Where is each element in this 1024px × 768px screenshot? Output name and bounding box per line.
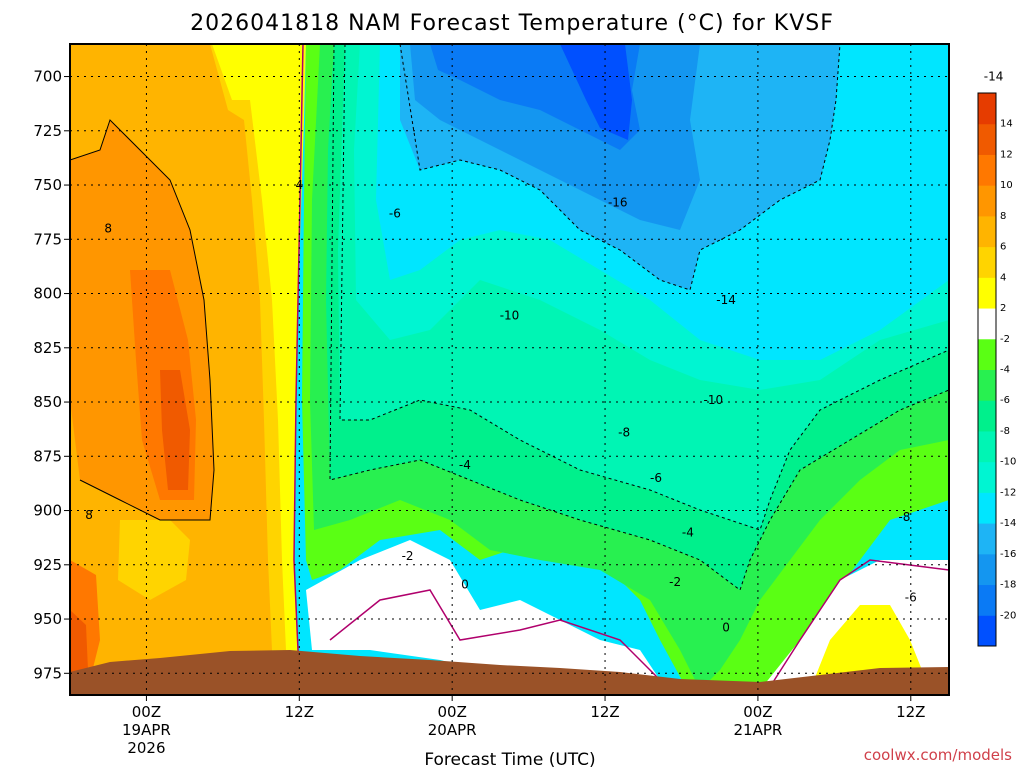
colorbar-swatch-11	[978, 277, 996, 309]
pressure-tick-750: 750	[33, 176, 62, 194]
colorbar-swatch-15	[978, 154, 996, 186]
contour-label-1: 4	[295, 178, 303, 192]
time-tick-label-0-1: 19APR	[122, 721, 171, 739]
colorbar-label-13: 8	[1000, 211, 1006, 222]
colorbar-label-1: -18	[1000, 580, 1016, 591]
contour-label-14: -2	[402, 549, 414, 563]
contour-label-2: -6	[389, 206, 401, 220]
contour-label-3: -16	[608, 195, 628, 209]
time-tick-label-48-1: 21APR	[733, 721, 782, 739]
colorbar-swatch-3	[978, 523, 996, 555]
colorbar-swatch-17	[978, 93, 996, 125]
region-warm-12-14	[160, 370, 190, 490]
time-tick-label-0-0: 00Z	[132, 703, 161, 721]
pressure-tick-800: 800	[33, 285, 62, 303]
colorbar-label-14: 10	[1000, 180, 1013, 191]
time-tick-label-48-0: 00Z	[743, 703, 772, 721]
contour-label-13: -4	[682, 525, 694, 539]
colorbar-label-10: 2	[1000, 303, 1006, 314]
plot-frame	[69, 43, 950, 696]
colorbar-label-9: -2	[1000, 334, 1010, 345]
pressure-tick-875: 875	[33, 447, 62, 465]
pressure-tick-775: 775	[33, 230, 62, 248]
contour-label-0: -14	[984, 70, 1004, 84]
pressure-tick-975: 975	[33, 664, 62, 682]
colorbar-label-3: -14	[1000, 518, 1016, 529]
colorbar-label-2: -16	[1000, 549, 1016, 560]
colorbar-swatch-16	[978, 123, 996, 155]
contour-label-11: 8	[85, 508, 93, 522]
pressure-tick-950: 950	[33, 610, 62, 628]
colorbar-label-0: -20	[1000, 610, 1016, 621]
time-ticks: 00Z19APR202612Z00Z20APR12Z00Z21APR12Z00Z…	[122, 695, 925, 757]
isotherm-8	[70, 119, 215, 521]
pressure-tick-925: 925	[33, 556, 62, 574]
region-warm-pocket	[118, 520, 190, 600]
colorbar-swatch-10	[978, 308, 996, 340]
contour-label-4: 8	[104, 221, 112, 235]
colorbar-label-5: -10	[1000, 457, 1016, 468]
colorbar-label-12: 6	[1000, 242, 1006, 253]
colorbar-swatch-7	[978, 400, 996, 432]
pressure-ticks: 700 725 750 775 800 825 850 875 900 925 950 975	[33, 68, 70, 682]
colorbar-label-16: 14	[1000, 119, 1013, 130]
colorbar-swatch-2	[978, 553, 996, 586]
contour-label-15: 0	[461, 577, 469, 591]
isotherm-minus8	[339, 44, 949, 531]
contour-label-17: -6	[905, 590, 917, 604]
pressure-tick-900: 900	[33, 502, 62, 520]
contour-label-16: -2	[669, 575, 681, 589]
region-near-zero	[306, 540, 660, 690]
colorbar-label-7: -6	[1000, 395, 1010, 406]
colorbar-label-15: 12	[1000, 149, 1013, 160]
watermark: coolwx.com/models	[864, 746, 1012, 764]
contour-label-9: -4	[459, 458, 471, 472]
colorbar-swatch-8	[978, 369, 996, 401]
colorbar-label-6: -8	[1000, 426, 1010, 437]
contour-label-18: 0	[722, 621, 730, 635]
contour-label-7: -10	[704, 393, 724, 407]
terrain	[70, 650, 949, 695]
colorbar-swatch-5	[978, 461, 996, 493]
colorbar-swatch-1	[978, 584, 996, 616]
contour-label-5: -14	[716, 293, 736, 307]
time-tick-label-0-2: 2026	[127, 739, 165, 757]
time-tick-label-60-0: 12Z	[896, 703, 925, 721]
contour-label-10: -6	[650, 471, 662, 485]
pressure-tick-725: 725	[33, 122, 62, 140]
colorbar-swatch-6	[978, 430, 996, 463]
isotherm-minus14	[399, 44, 841, 291]
x-axis-title: Forecast Time (UTC)	[424, 750, 595, 768]
colorbar-label-11: 4	[1000, 272, 1006, 283]
isotherm-minus6	[329, 44, 949, 591]
contour-label-6: -10	[500, 308, 520, 322]
contour-labels: -14 4 -6 -16 8 -14 -10 -10 -8 -4 -6 8 -8 -4 -2 0 -2 -6 0	[85, 70, 1003, 635]
colorbar-swatch-13	[978, 215, 996, 248]
colorbar: -20 -18 -16 -14 -12 -10 -8 -6 -4 -2 2 4 6 8 10 12 14	[977, 92, 1016, 647]
contour-label-8: -8	[618, 425, 630, 439]
colorbar-swatch-14	[978, 185, 996, 217]
colorbar-swatch-12	[978, 246, 996, 278]
pressure-tick-700: 700	[33, 68, 62, 86]
colorbar-frame	[977, 92, 997, 647]
pressure-tick-850: 850	[33, 393, 62, 411]
colorbar-swatch-0	[978, 615, 996, 647]
contour-label-12: -8	[898, 510, 910, 524]
zero-isotherm-middle	[329, 589, 661, 681]
colorbar-label-4: -12	[1000, 487, 1016, 498]
chart-title: 2026041818 NAM Forecast Temperature (°C)…	[190, 11, 834, 36]
time-tick-label-12-0: 12Z	[285, 703, 314, 721]
time-tick-label-36-0: 12Z	[590, 703, 619, 721]
pressure-tick-825: 825	[33, 339, 62, 357]
plot-area	[70, 44, 949, 695]
zero-isotherm-right	[767, 559, 949, 691]
time-tick-label-24-1: 20APR	[428, 721, 477, 739]
region-warm-surface-12-14	[70, 610, 88, 680]
colorbar-swatch-9	[978, 338, 996, 370]
colorbar-swatch-4	[978, 492, 996, 524]
region-cold-below-minus20	[560, 44, 632, 140]
time-tick-label-24-0: 00Z	[437, 703, 466, 721]
colorbar-label-8: -4	[1000, 365, 1010, 376]
